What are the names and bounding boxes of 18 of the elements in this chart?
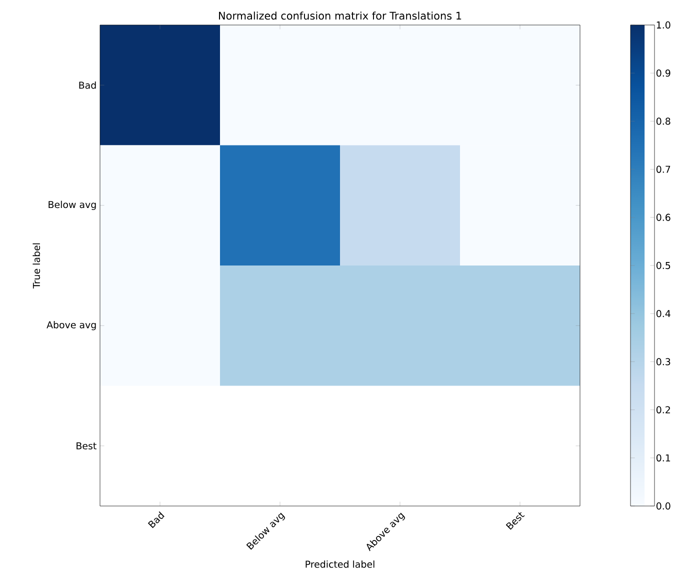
y-tick-label: Bad [79, 81, 96, 89]
color-bar-label: 1.0 [656, 21, 670, 29]
y-tick-label: Below avg [48, 200, 96, 210]
color-bar-label: 0.7 [656, 166, 670, 173]
chart-title: Normalized confusion matrix for Translations 1 [219, 12, 462, 20]
y-tick-label: Above avg [46, 321, 96, 330]
color-bar-label: 0.9 [656, 70, 670, 77]
color-bar-label: 0.8 [656, 118, 670, 125]
color-bar-label: 0.1 [656, 454, 670, 462]
color-bar-label: 0.2 [656, 406, 670, 414]
color-bar-label: 0.0 [656, 502, 670, 510]
color-bar-label: 0.6 [656, 214, 670, 221]
y-tick-label: Best [76, 442, 96, 450]
color-bar-label: 0.3 [656, 358, 670, 366]
color-bar-label: 0.5 [656, 262, 670, 270]
color-bar-label: 0.4 [656, 310, 670, 318]
x-axis-title: Predicted label [306, 560, 374, 568]
y-axis-title: True label [32, 243, 40, 289]
